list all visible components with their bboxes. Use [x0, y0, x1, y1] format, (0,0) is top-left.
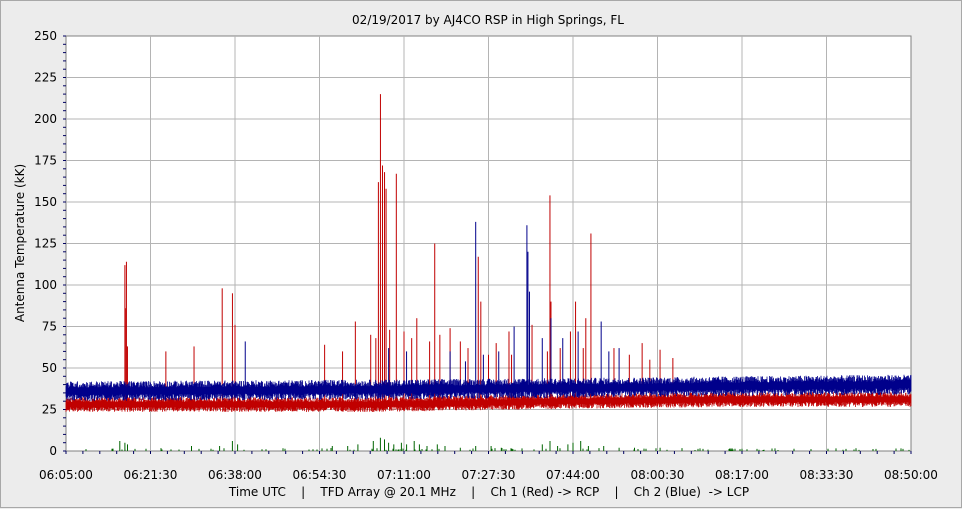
- series-noise-band: [65, 374, 912, 401]
- y-tick-label: 0: [49, 444, 57, 458]
- difference-trace: [85, 437, 910, 451]
- x-tick-label: 08:50:00: [884, 468, 938, 482]
- x-tick-label: 08:17:00: [715, 468, 769, 482]
- grid-lines: [66, 36, 911, 451]
- trace-layer: [65, 94, 912, 451]
- y-tick-labels: 0 25 50 75 100 125 150 175 200 225 250: [34, 29, 57, 458]
- y-tick-label: 250: [34, 29, 57, 43]
- y-tick-label: 225: [34, 71, 57, 85]
- series-noise-band: [65, 392, 912, 412]
- y-tick-label: 100: [34, 278, 57, 292]
- y-minor-ticks: [63, 35, 912, 454]
- x-tick-labels: 06:05:00 06:21:30 06:38:00 06:54:30 07:11:00…: [39, 468, 938, 482]
- chart-title: 02/19/2017 by AJ4CO RSP in High Springs,…: [352, 13, 624, 27]
- x-axis-label: Time UTC | TFD Array @ 20.1 MHz | Ch 1 (…: [228, 485, 749, 499]
- y-tick-label: 25: [42, 403, 57, 417]
- y-tick-label: 200: [34, 112, 57, 126]
- y-tick-label: 150: [34, 195, 57, 209]
- x-tick-label: 06:21:30: [124, 468, 178, 482]
- x-tick-label: 06:54:30: [293, 468, 347, 482]
- x-tick-label: 08:33:30: [800, 468, 854, 482]
- x-tick-label: 07:44:00: [546, 468, 600, 482]
- y-tick-label: 175: [34, 154, 57, 168]
- y-tick-label: 125: [34, 237, 57, 251]
- x-tick-label: 08:00:30: [631, 468, 685, 482]
- x-tick-label: 06:05:00: [39, 468, 93, 482]
- x-tick-label: 06:38:00: [208, 468, 262, 482]
- x-tick-label: 07:27:30: [462, 468, 516, 482]
- y-tick-label: 50: [42, 361, 57, 375]
- y-axis-label: Antenna Temperature (kK): [13, 164, 27, 322]
- x-tick-label: 07:11:00: [377, 468, 431, 482]
- y-tick-label: 75: [42, 320, 57, 334]
